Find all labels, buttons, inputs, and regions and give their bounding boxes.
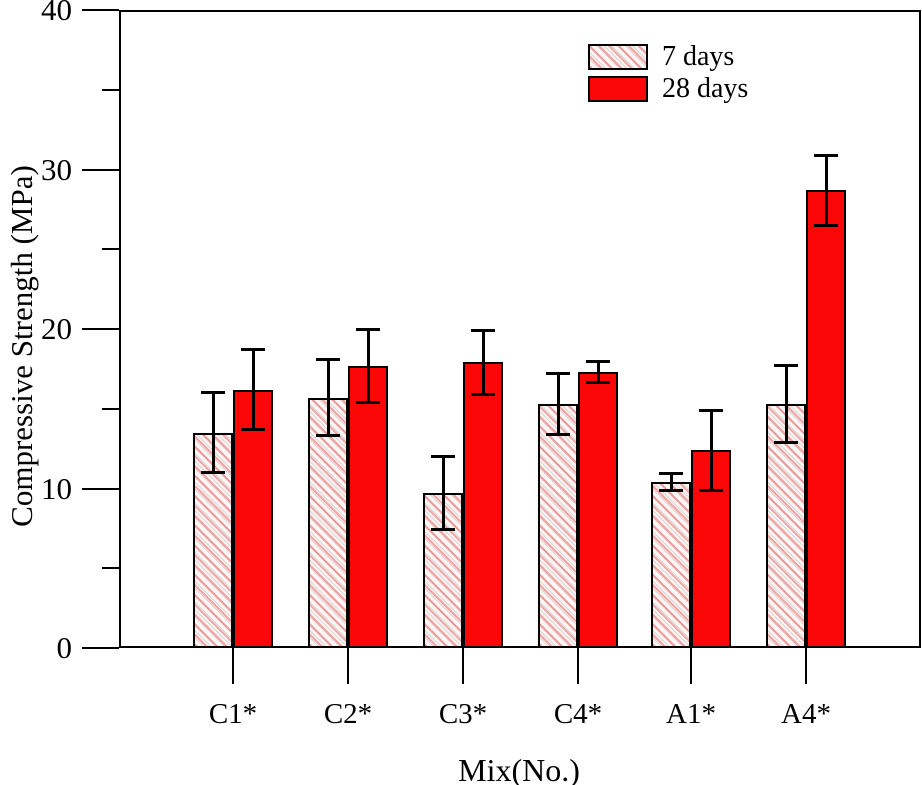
- legend-item-28-days: 28 days: [588, 73, 749, 104]
- error-bar-line-A1-7-days: [669, 473, 673, 491]
- solid-swatch-icon: [588, 76, 648, 102]
- error-bar-cap-bottom-A1-7-days: [659, 489, 683, 493]
- x-tick: [577, 648, 579, 684]
- y-major-tick: [82, 328, 119, 330]
- plot-area: [119, 10, 921, 648]
- error-bar-line-C1-7-days: [211, 392, 215, 473]
- y-minor-tick: [102, 407, 119, 410]
- x-category-label: C1*: [208, 698, 258, 730]
- error-bar-cap-top-C4-28-days: [586, 360, 610, 364]
- y-major-tick: [82, 647, 119, 649]
- y-tick-label: 0: [56, 630, 73, 665]
- error-bar-line-C4-7-days: [556, 373, 560, 435]
- x-axis-title: Mix(No.): [458, 752, 580, 785]
- legend: 7 days 28 days: [588, 41, 749, 108]
- legend-label-28-days: 28 days: [662, 73, 749, 104]
- error-bar-cap-bottom-C3-28-days: [471, 392, 495, 396]
- error-bar-line-C2-7-days: [326, 359, 330, 436]
- error-bar-cap-bottom-C4-7-days: [546, 432, 570, 436]
- y-minor-tick: [102, 88, 119, 91]
- error-bar-cap-bottom-C4-28-days: [586, 380, 610, 384]
- error-bar-cap-bottom-A4-7-days: [774, 440, 798, 444]
- error-bar-cap-top-C2-7-days: [316, 357, 340, 361]
- y-tick-label: 40: [41, 0, 72, 27]
- bar-C2-7-days: [308, 397, 348, 648]
- x-tick: [690, 648, 692, 684]
- x-category-label: A1*: [666, 698, 716, 730]
- x-category-label: A4*: [781, 698, 831, 730]
- error-bar-cap-top-A1-28-days: [699, 408, 723, 412]
- x-category-label: C2*: [323, 698, 373, 730]
- x-tick: [462, 648, 464, 684]
- error-bar-line-C2-28-days: [366, 329, 370, 403]
- bar-A4-7-days: [766, 403, 806, 648]
- error-bar-cap-bottom-C3-7-days: [431, 528, 455, 532]
- error-bar-line-C3-7-days: [441, 456, 445, 530]
- y-tick-label: 30: [41, 151, 72, 187]
- error-bar-cap-bottom-A1-28-days: [699, 488, 723, 492]
- error-bar-cap-top-C3-7-days: [431, 455, 455, 459]
- legend-label-7-days: 7 days: [662, 41, 735, 72]
- error-bar-cap-top-A1-7-days: [659, 471, 683, 475]
- y-tick-label: 10: [41, 470, 72, 506]
- error-bar-cap-top-A4-7-days: [774, 364, 798, 368]
- bar-C4-28-days: [578, 372, 618, 648]
- bar-C4-7-days: [538, 403, 578, 648]
- error-bar-cap-top-C1-7-days: [201, 391, 225, 395]
- error-bar-line-A4-7-days: [784, 365, 788, 443]
- error-bar-line-A1-28-days: [709, 410, 713, 491]
- error-bar-cap-bottom-C2-28-days: [356, 400, 380, 404]
- y-major-tick: [82, 9, 119, 11]
- error-bar-line-A4-28-days: [824, 155, 828, 226]
- x-tick: [232, 648, 234, 684]
- error-bar-cap-bottom-A4-28-days: [814, 223, 838, 227]
- error-bar-line-C1-28-days: [251, 349, 255, 430]
- error-bar-cap-top-C4-7-days: [546, 372, 570, 376]
- error-bar-cap-top-C2-28-days: [356, 327, 380, 331]
- hatched-swatch-icon: [588, 44, 648, 70]
- error-bar-cap-bottom-C2-7-days: [316, 434, 340, 438]
- bar-C1-28-days: [233, 389, 273, 648]
- y-tick-label: 20: [41, 311, 72, 346]
- x-tick: [805, 648, 807, 684]
- x-category-label: C3*: [438, 698, 488, 730]
- y-minor-tick: [102, 248, 119, 251]
- y-minor-tick: [102, 567, 119, 570]
- error-bar-cap-bottom-C1-28-days: [241, 427, 265, 431]
- error-bar-cap-top-A4-28-days: [814, 153, 838, 157]
- error-bar-line-C4-28-days: [596, 361, 600, 383]
- error-bar-cap-bottom-C1-7-days: [201, 471, 225, 475]
- bar-A1-7-days: [651, 482, 691, 648]
- legend-item-7-days: 7 days: [588, 41, 748, 72]
- bar-C2-28-days: [348, 365, 388, 648]
- error-bar-cap-top-C3-28-days: [471, 329, 495, 333]
- error-bar-line-C3-28-days: [481, 330, 485, 395]
- error-bar-cap-top-C1-28-days: [241, 348, 265, 352]
- bar-A4-28-days: [806, 190, 846, 648]
- bar-C3-28-days: [463, 362, 503, 648]
- y-major-tick: [82, 487, 119, 490]
- x-category-label: C4*: [553, 698, 603, 730]
- x-tick: [347, 648, 349, 684]
- y-major-tick: [82, 168, 119, 171]
